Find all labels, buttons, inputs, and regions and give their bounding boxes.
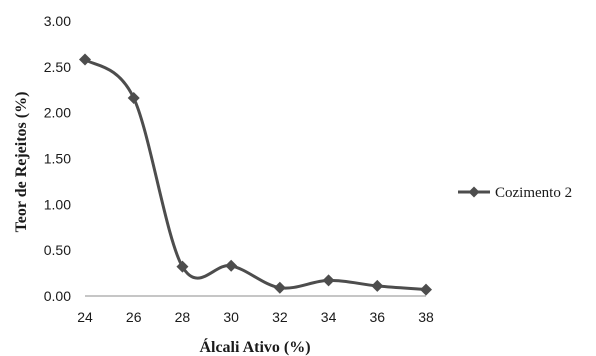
y-tick-label: 0.50 [44, 242, 71, 258]
x-tick-label: 24 [77, 309, 93, 325]
x-tick-label: 38 [418, 309, 434, 325]
legend: Cozimento 2 [458, 185, 572, 201]
x-tick-label: 26 [126, 309, 142, 325]
x-tick-label: 34 [321, 309, 337, 325]
y-tick-label: 1.50 [44, 151, 71, 167]
series-layer [79, 53, 432, 296]
data-point-marker [225, 259, 238, 272]
series-line [84, 58, 427, 292]
y-tick-label: 2.00 [44, 105, 71, 121]
y-axis-title: Teor de Rejeitos (%) [13, 92, 30, 233]
x-tick-label: 28 [175, 309, 191, 325]
data-point-marker [420, 283, 432, 296]
y-tick-labels: 0.00 0.50 1.00 1.50 2.00 2.50 3.00 [44, 13, 71, 304]
y-tick-label: 3.00 [44, 13, 71, 29]
x-tick-labels: 24 26 28 30 32 34 36 38 [77, 309, 434, 325]
x-tick-label: 32 [272, 309, 288, 325]
data-point-marker [79, 53, 91, 66]
y-tick-label: 0.00 [44, 288, 71, 304]
legend-label: Cozimento 2 [495, 185, 572, 201]
data-point-marker [371, 279, 384, 292]
x-tick-label: 30 [223, 309, 239, 325]
y-tick-label: 2.50 [44, 59, 71, 75]
y-tick-label: 1.00 [44, 196, 71, 212]
data-point-marker [273, 281, 286, 294]
data-point-marker [127, 92, 140, 104]
x-axis-title: Álcali Ativo (%) [199, 337, 310, 356]
x-tick-label: 36 [369, 309, 385, 325]
data-point-marker [322, 274, 335, 287]
legend-marker [468, 186, 480, 198]
data-point-marker [176, 260, 189, 273]
